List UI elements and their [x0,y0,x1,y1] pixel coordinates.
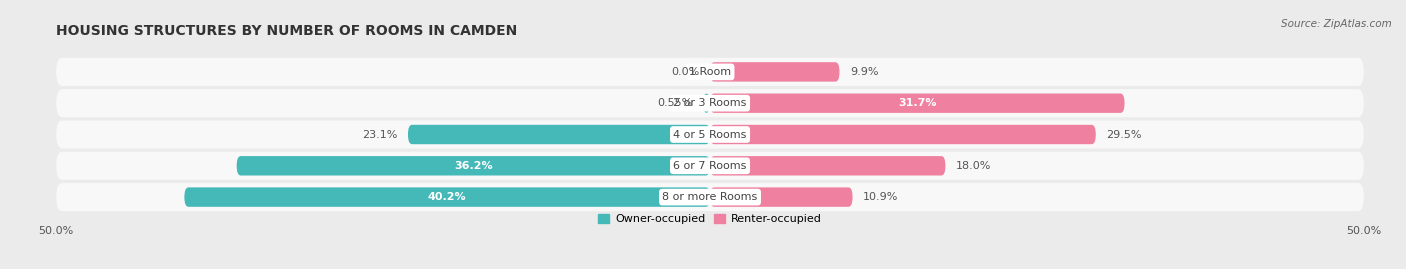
FancyBboxPatch shape [703,94,710,113]
Text: 29.5%: 29.5% [1107,129,1142,140]
Text: Source: ZipAtlas.com: Source: ZipAtlas.com [1281,19,1392,29]
FancyBboxPatch shape [56,89,1364,117]
Text: HOUSING STRUCTURES BY NUMBER OF ROOMS IN CAMDEN: HOUSING STRUCTURES BY NUMBER OF ROOMS IN… [56,23,517,38]
FancyBboxPatch shape [184,187,710,207]
FancyBboxPatch shape [710,94,1125,113]
Text: 9.9%: 9.9% [851,67,879,77]
FancyBboxPatch shape [710,156,945,175]
FancyBboxPatch shape [710,125,1095,144]
FancyBboxPatch shape [710,62,839,82]
Text: 8 or more Rooms: 8 or more Rooms [662,192,758,202]
FancyBboxPatch shape [408,125,710,144]
Text: 0.55%: 0.55% [657,98,692,108]
FancyBboxPatch shape [56,183,1364,211]
Text: 18.0%: 18.0% [956,161,991,171]
FancyBboxPatch shape [710,187,852,207]
Legend: Owner-occupied, Renter-occupied: Owner-occupied, Renter-occupied [593,210,827,229]
FancyBboxPatch shape [56,121,1364,148]
Text: 23.1%: 23.1% [363,129,398,140]
FancyBboxPatch shape [56,152,1364,180]
Text: 36.2%: 36.2% [454,161,492,171]
Text: 1 Room: 1 Room [689,67,731,77]
Text: 40.2%: 40.2% [427,192,467,202]
Text: 6 or 7 Rooms: 6 or 7 Rooms [673,161,747,171]
Text: 0.0%: 0.0% [671,67,700,77]
Text: 31.7%: 31.7% [898,98,936,108]
FancyBboxPatch shape [236,156,710,175]
FancyBboxPatch shape [56,58,1364,86]
Text: 2 or 3 Rooms: 2 or 3 Rooms [673,98,747,108]
Text: 10.9%: 10.9% [863,192,898,202]
Text: 4 or 5 Rooms: 4 or 5 Rooms [673,129,747,140]
